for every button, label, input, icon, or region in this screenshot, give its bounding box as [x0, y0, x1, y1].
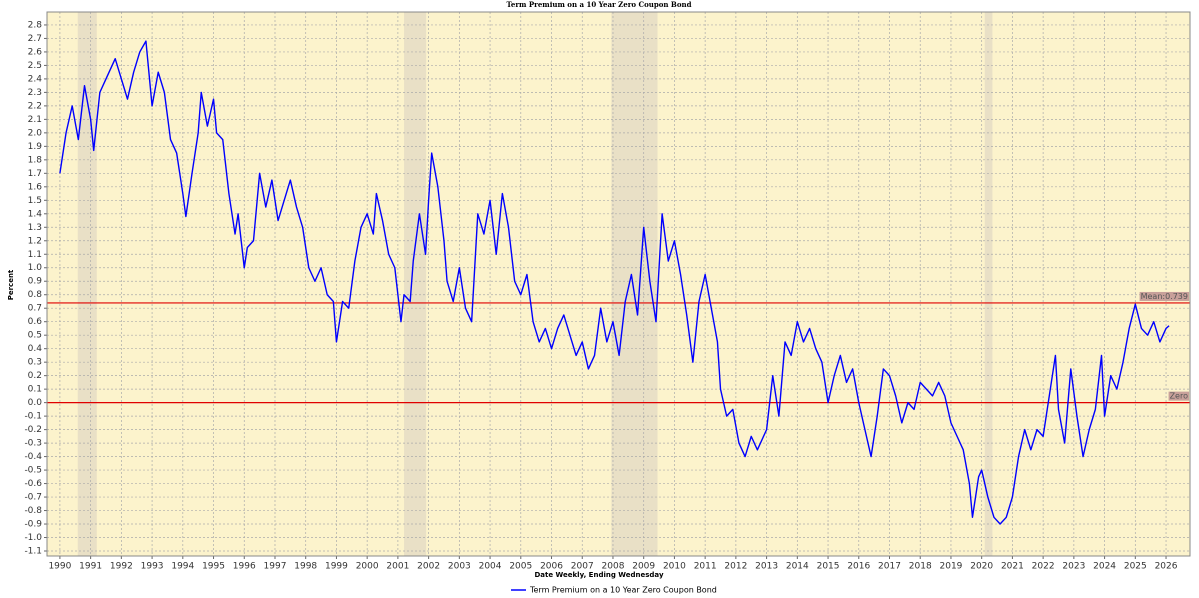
x-tick-label: 2000 — [356, 562, 379, 572]
y-tick-label: 0.3 — [28, 358, 42, 368]
series-line — [59, 40, 1170, 525]
x-tick-label: 2018 — [909, 562, 932, 572]
x-tick-label: 2020 — [970, 562, 993, 572]
shaded-period — [77, 12, 97, 556]
x-tick-label: 2010 — [663, 562, 686, 572]
x-tick-label: 1992 — [110, 562, 133, 572]
y-tick-label: -1.1 — [24, 547, 42, 557]
x-tick-label: 2022 — [1032, 562, 1055, 572]
y-tick-label: -0.7 — [24, 493, 42, 503]
x-tick-label: 2008 — [602, 562, 625, 572]
y-tick-label: 1.3 — [28, 223, 42, 233]
x-tick-label: 2021 — [1001, 562, 1024, 572]
y-tick-label: 2.5 — [28, 61, 42, 71]
y-tick-label: -0.6 — [24, 479, 42, 489]
x-tick-label: 2016 — [847, 562, 870, 572]
y-tick-label: 2.6 — [28, 47, 43, 57]
y-tick-label: 1.6 — [28, 182, 43, 192]
x-tick-label: 2023 — [1062, 562, 1085, 572]
y-tick-label: 0.9 — [28, 277, 43, 287]
y-tick-label: 2.3 — [28, 88, 42, 98]
x-tick-label: 1997 — [264, 562, 287, 572]
x-tick-label: 2025 — [1124, 562, 1147, 572]
y-tick-label: 0.2 — [28, 371, 42, 381]
reference-label-bg — [1168, 391, 1189, 401]
x-tick-label: 1991 — [79, 562, 102, 572]
y-tick-label: 2.8 — [28, 20, 43, 30]
y-tick-label: 2.2 — [28, 101, 42, 111]
y-tick-label: 2.0 — [28, 128, 43, 138]
x-tick-label: 2019 — [940, 562, 963, 572]
y-tick-label: -0.9 — [24, 520, 42, 530]
x-tick-label: 2011 — [694, 562, 717, 572]
x-tick-label: 2002 — [417, 562, 440, 572]
x-tick-label: 2014 — [786, 562, 809, 572]
x-tick-label: 2009 — [632, 562, 655, 572]
x-tick-label: 2026 — [1155, 562, 1178, 572]
x-tick-label: 2012 — [724, 562, 747, 572]
y-tick-label: 1.5 — [28, 196, 42, 206]
y-tick-label: 1.7 — [28, 169, 42, 179]
y-tick-label: -0.8 — [24, 506, 42, 516]
y-tick-label: 1.2 — [28, 236, 42, 246]
y-tick-label: 0.1 — [28, 385, 42, 395]
x-tick-label: 2007 — [571, 562, 594, 572]
y-tick-label: -0.1 — [24, 412, 42, 422]
legend-label: Term Premium on a 10 Year Zero Coupon Bo… — [529, 586, 717, 595]
y-tick-label: -0.4 — [24, 452, 42, 462]
chart-title: Term Premium on a 10 Year Zero Coupon Bo… — [507, 0, 692, 9]
y-tick-label: 0.5 — [28, 331, 42, 341]
x-tick-label: 1996 — [233, 562, 256, 572]
y-tick-label: 0.4 — [28, 344, 43, 354]
y-tick-label: 1.1 — [28, 250, 42, 260]
plot-border — [46, 11, 1191, 557]
x-tick-label: 1994 — [171, 562, 194, 572]
x-tick-label: 1990 — [48, 562, 71, 572]
x-tick-label: 1993 — [141, 562, 164, 572]
x-tick-label: 2013 — [755, 562, 778, 572]
x-tick-label: 2017 — [878, 562, 901, 572]
y-tick-label: -0.2 — [24, 425, 42, 435]
shaded-period — [404, 12, 427, 556]
y-tick-label: -0.5 — [24, 466, 42, 476]
x-tick-label: 2004 — [479, 562, 502, 572]
y-tick-label: 1.0 — [28, 263, 43, 273]
x-tick-label: 2005 — [509, 562, 532, 572]
x-tick-label: 2015 — [817, 562, 840, 572]
y-tick-label: 2.4 — [28, 74, 43, 84]
reference-label: Zero — [1170, 392, 1189, 401]
y-tick-label: 0.0 — [28, 398, 43, 408]
y-tick-label: 0.8 — [28, 290, 43, 300]
y-tick-label: 0.7 — [28, 304, 42, 314]
y-tick-label: 1.8 — [28, 155, 43, 165]
x-tick-label: 2006 — [540, 562, 563, 572]
y-tick-label: 1.9 — [28, 142, 43, 152]
reference-label-bg — [1139, 291, 1189, 301]
y-axis-label: Percent — [7, 269, 15, 300]
y-tick-label: -1.0 — [24, 533, 42, 543]
x-tick-label: 1998 — [294, 562, 317, 572]
y-tick-label: 1.4 — [28, 209, 43, 219]
y-tick-label: 0.6 — [28, 317, 43, 327]
shaded-period — [984, 12, 993, 556]
x-tick-label: 1999 — [325, 562, 348, 572]
y-tick-label: -0.3 — [24, 439, 42, 449]
y-tick-label: 2.7 — [28, 34, 42, 44]
x-tick-label: 2024 — [1093, 562, 1116, 572]
y-tick-label: 2.1 — [28, 115, 42, 125]
x-tick-label: 1995 — [202, 562, 225, 572]
reference-label: Mean:0.739 — [1141, 292, 1188, 301]
x-axis-label: Date Weekly, Ending Wednesday — [534, 571, 663, 579]
x-tick-label: 2001 — [386, 562, 409, 572]
x-tick-label: 2003 — [448, 562, 471, 572]
